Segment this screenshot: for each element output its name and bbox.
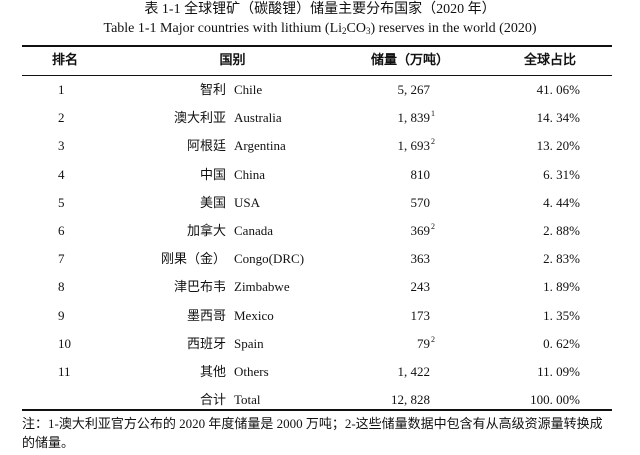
rank: 8: [58, 279, 65, 295]
footnote: 注：1-澳大利亚官方公布的 2020 年度储量是 2000 万吨；2-这些储量数…: [22, 416, 603, 450]
rank: 5: [58, 194, 65, 210]
share: 14. 34%: [536, 110, 580, 126]
name-en: Congo(DRC): [234, 251, 305, 267]
name-cn: 合计: [199, 392, 226, 408]
reserves: 1, 422: [397, 364, 431, 379]
name-cn: 智利: [199, 82, 226, 97]
reserves: 1, 693: [397, 138, 431, 154]
reserves: 570: [410, 194, 431, 210]
share: 0. 62%: [543, 335, 580, 351]
reserves: 1, 839: [397, 110, 431, 126]
title-en: Table 1-1 Major countries with lithium (…: [0, 21, 640, 37]
name-en: USA: [234, 194, 261, 210]
header-rule: [22, 75, 612, 76]
reserves: 5, 267: [397, 82, 431, 97]
header-cell: 国别: [219, 53, 246, 68]
rank: 3: [58, 138, 65, 154]
rank: 9: [58, 307, 65, 323]
name-cn: 津巴布韦: [173, 279, 226, 295]
name-cn: 刚果（金）: [160, 251, 226, 267]
title-part: ) reserves in the world (2020): [370, 21, 537, 36]
name-en: Others: [234, 364, 269, 379]
share: 6. 31%: [543, 166, 580, 182]
share: 2. 83%: [543, 251, 580, 267]
name-cn: 澳大利亚: [173, 110, 226, 126]
name-en: China: [234, 166, 266, 182]
rank: 7: [58, 251, 65, 267]
name-cn: 西班牙: [186, 335, 226, 351]
reserves: 12, 828: [391, 392, 430, 408]
name-en: Chile: [234, 82, 263, 97]
title-part: Table 1-1 Major countries with lithium (…: [103, 21, 343, 36]
reserves: 363: [410, 251, 431, 267]
rank: 10: [58, 335, 71, 351]
name-cn: 其他: [199, 364, 226, 379]
footnote-mark: 2: [431, 137, 435, 147]
title-cn: 表 1-1 全球锂矿（碳酸锂）储量主要分布国家（2020 年）: [144, 2, 496, 17]
reserves: 173: [410, 307, 431, 323]
reserves: 810: [410, 166, 431, 182]
rank: 4: [58, 166, 65, 182]
share: 1. 35%: [543, 307, 580, 323]
title-sub: 3: [365, 26, 371, 36]
name-cn: 阿根廷: [186, 138, 226, 154]
reserves: 79: [417, 335, 430, 351]
name-cn: 美国: [199, 194, 226, 210]
name-en: Argentina: [234, 138, 286, 154]
share: 13. 20%: [536, 138, 580, 154]
footnote-mark: 2: [431, 334, 435, 344]
header-cell: 储量（万吨）: [370, 53, 449, 68]
share: 41. 06%: [536, 82, 580, 97]
name-en: Australia: [234, 110, 282, 126]
share: 1. 89%: [543, 279, 580, 295]
name-en: Mexico: [234, 307, 274, 323]
title-part: CO: [346, 21, 366, 36]
reserves: 369: [410, 223, 431, 238]
name-en: Spain: [234, 335, 264, 351]
reserves: 243: [410, 279, 431, 295]
rank: 1: [58, 82, 65, 97]
header-cell: 排名: [51, 53, 78, 68]
footnote-mark: 2: [431, 222, 435, 231]
bottom-rule: [22, 409, 612, 411]
share: 11. 09%: [537, 364, 580, 379]
rank: 6: [58, 223, 65, 238]
name-cn: 加拿大: [186, 223, 226, 238]
name-cn: 墨西哥: [186, 307, 226, 323]
rank: 11: [58, 364, 71, 379]
share: 2. 88%: [543, 223, 580, 238]
name-en: Canada: [234, 223, 273, 238]
share: 4. 44%: [543, 194, 580, 210]
top-rule: [22, 45, 612, 47]
name-en: Zimbabwe: [234, 279, 290, 295]
name-en: Total: [234, 392, 261, 408]
rank: 2: [58, 110, 65, 126]
footnote-mark: 1: [431, 109, 435, 119]
name-cn: 中国: [199, 166, 226, 182]
share: 100. 00%: [530, 392, 580, 408]
header-cell: 全球占比: [523, 53, 576, 68]
title-sub: 2: [342, 26, 347, 36]
